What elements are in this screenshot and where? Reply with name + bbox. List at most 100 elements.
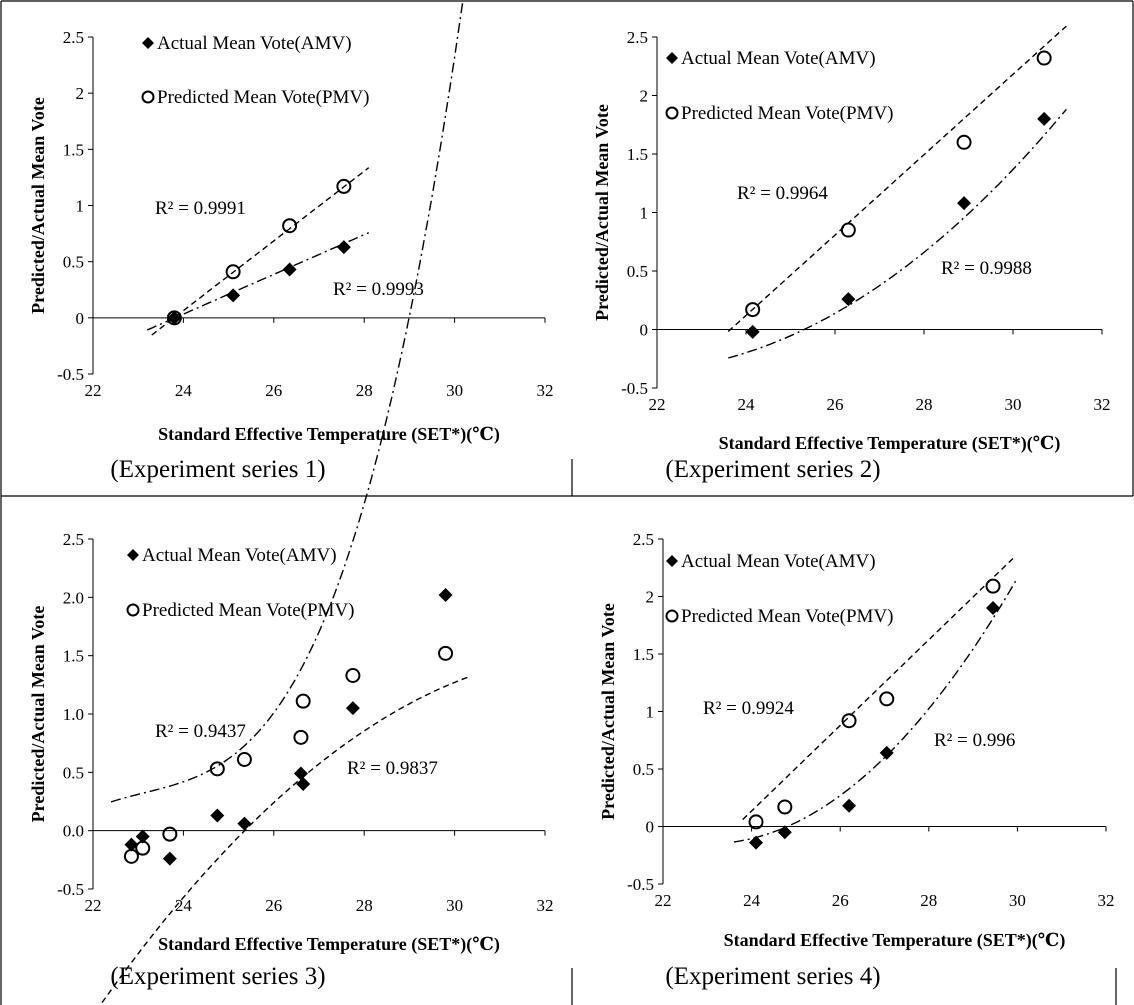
y-tick-label: 2.5 <box>627 28 648 47</box>
y-tick-label: -0.5 <box>621 379 648 398</box>
amv-point <box>226 288 241 303</box>
x-axis-title: Standard Effective Temperature (SET*)(℃) <box>719 433 1061 454</box>
y-tick-label: 0.5 <box>63 253 84 272</box>
y-tick-label: 2.5 <box>63 28 84 47</box>
x-axis-title: Standard Effective Temperature (SET*)(℃) <box>724 930 1066 951</box>
amv-r2-label: R² = 0.996 <box>934 730 1015 751</box>
x-tick-label: 32 <box>1098 891 1115 910</box>
amv-r2-label: R² = 0.9993 <box>333 279 424 300</box>
pmv-point <box>345 668 361 683</box>
x-tick-label: 24 <box>743 891 761 910</box>
chart-panel-2: -0.5 0 0.5 1 1.5 2 2.5 22 24 26 28 30 32 Standard Eff… <box>592 25 1111 483</box>
x-tick-label: 32 <box>537 381 554 400</box>
legend-pmv-marker <box>665 106 679 120</box>
pmv-trendline <box>151 167 370 336</box>
amv-point <box>1037 111 1052 126</box>
x-tick-label: 28 <box>916 395 933 414</box>
y-tick-label: 0.5 <box>633 760 654 779</box>
amv-r2-label: R² = 0.9837 <box>347 758 438 779</box>
amv-point <box>841 292 856 307</box>
legend-pmv-marker <box>665 609 679 623</box>
x-axis-title: Standard Effective Temperature (SET*)(℃) <box>158 934 500 955</box>
amv-point <box>957 196 972 211</box>
pmv-r2-label: R² = 0.9924 <box>703 698 794 719</box>
legend-amv-label: Actual Mean Vote(AMV) <box>681 48 876 69</box>
amv-point <box>336 240 351 255</box>
pmv-point <box>225 264 241 280</box>
y-tick-label: 2.5 <box>63 530 84 549</box>
y-tick-label: 0.0 <box>63 822 84 841</box>
x-tick-label: 24 <box>175 896 193 915</box>
pmv-point <box>956 134 972 150</box>
amv-point <box>986 601 1001 615</box>
pmv-r2-label: R² = 0.9991 <box>155 198 246 219</box>
y-tick-label: 2.5 <box>633 530 654 549</box>
amv-point <box>879 745 894 760</box>
amv-point <box>124 837 139 852</box>
amv-point <box>345 701 360 716</box>
y-tick-label: -0.5 <box>627 875 654 894</box>
y-tick-label: -0.5 <box>57 365 84 384</box>
x-tick-label: 26 <box>265 896 282 915</box>
legend-amv-marker <box>127 549 139 561</box>
amv-point <box>745 324 760 339</box>
pmv-point <box>840 222 856 238</box>
amv-point <box>777 825 792 840</box>
y-axis-title: Predicted/Actual Mean Vote <box>598 603 618 820</box>
y-tick-label: 1 <box>76 197 85 216</box>
legend-pmv-label: Predicted Mean Vote(PMV) <box>681 103 894 124</box>
pmv-trendline <box>101 676 469 1004</box>
amv-point <box>237 816 252 831</box>
pmv-point <box>879 691 895 707</box>
chart-panel-3: -0.5 0.0 0.5 1.0 1.5 2.0 2.5 22 24 26 28 30 32 Standa… <box>28 0 554 1004</box>
x-tick-label: 22 <box>85 381 102 400</box>
amv-trendline <box>728 108 1067 359</box>
pmv-point <box>293 729 309 745</box>
panel-caption: (Experiment series 1) <box>110 456 325 483</box>
panel-caption: (Experiment series 4) <box>665 963 880 990</box>
y-tick-label: 2.0 <box>63 588 84 607</box>
x-tick-label: 24 <box>738 395 756 414</box>
panel-caption: (Experiment series 2) <box>665 456 880 483</box>
pmv-point <box>985 578 1001 594</box>
legend-pmv-label: Predicted Mean Vote(PMV) <box>142 600 355 621</box>
y-tick-label: 2 <box>640 87 649 106</box>
y-tick-label: 1.5 <box>627 145 648 164</box>
amv-trendline <box>110 0 464 803</box>
x-tick-label: 32 <box>1094 395 1111 414</box>
y-tick-label: 0 <box>76 309 85 328</box>
x-tick-label: 26 <box>827 395 844 414</box>
y-tick-label: 0 <box>640 321 649 340</box>
amv-point <box>749 835 764 850</box>
x-tick-label: 22 <box>85 896 102 915</box>
y-tick-label: 2 <box>646 588 655 607</box>
x-tick-label: 22 <box>655 891 672 910</box>
amv-r2-label: R² = 0.9988 <box>941 258 1032 279</box>
legend-amv-marker <box>666 555 678 567</box>
legend-pmv-label: Predicted Mean Vote(PMV) <box>157 87 370 108</box>
pmv-point <box>166 310 182 326</box>
y-axis-title: Predicted/Actual Mean Vote <box>28 97 48 314</box>
y-tick-label: 0 <box>646 818 655 837</box>
pmv-trendline <box>742 557 1014 821</box>
x-tick-label: 24 <box>175 381 193 400</box>
pmv-point <box>135 840 151 856</box>
y-tick-label: 0.5 <box>63 763 84 782</box>
y-tick-label: 1.5 <box>633 645 654 664</box>
amv-point <box>293 766 308 781</box>
pmv-point <box>336 178 352 194</box>
y-tick-label: 1.5 <box>63 140 84 159</box>
x-tick-label: 30 <box>1009 891 1026 910</box>
x-tick-label: 28 <box>920 891 937 910</box>
y-tick-label: 1.0 <box>63 705 84 724</box>
x-axis-title: Standard Effective Temperature (SET*)(℃) <box>158 424 500 445</box>
legend-amv-label: Actual Mean Vote(AMV) <box>142 545 337 566</box>
x-tick-label: 32 <box>537 896 554 915</box>
pmv-point <box>123 848 139 864</box>
chart-panel-4: -0.5 0 0.5 1 1.5 2 2.5 22 24 26 28 30 32 Standard Eff… <box>598 530 1115 990</box>
chart-panel-1: -0.5 0 0.5 1 1.5 2 2.5 22 24 26 28 30 32 Standard Eff… <box>28 28 554 483</box>
legend-amv-marker <box>666 52 678 64</box>
y-tick-label: 1 <box>646 703 655 722</box>
